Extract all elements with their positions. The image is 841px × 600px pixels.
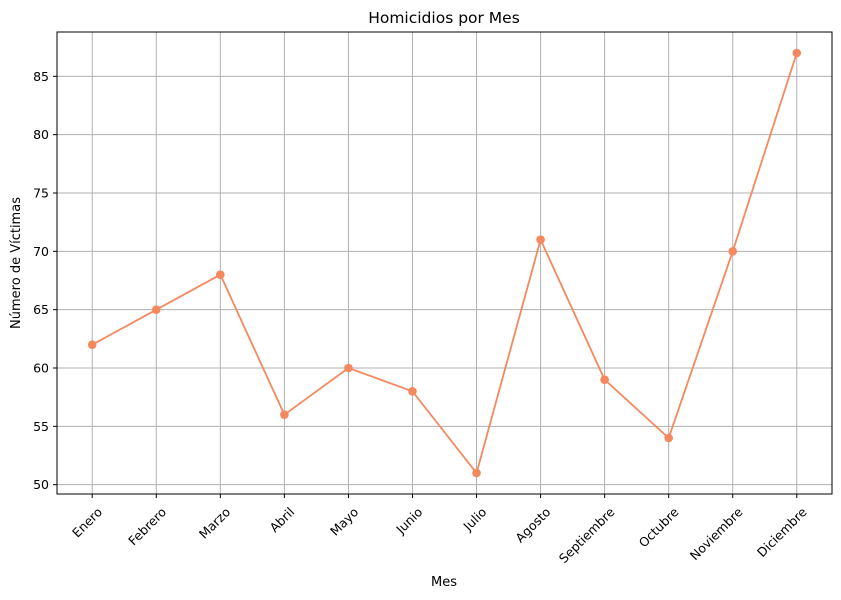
plot-area-frame <box>56 31 833 495</box>
series-layer <box>87 48 802 478</box>
data-point <box>344 363 353 373</box>
chart-title: Homicidios por Mes <box>368 9 520 27</box>
series-line <box>91 52 798 475</box>
data-point <box>280 410 289 419</box>
data-point <box>536 235 545 244</box>
y-tick-label: 85 <box>33 69 49 84</box>
x-tick-label: Diciembre <box>754 504 810 560</box>
x-tick-label: Junio <box>392 504 425 537</box>
data-point <box>151 305 161 314</box>
data-point <box>664 433 673 443</box>
x-tick-label: Agosto <box>512 504 553 545</box>
y-tick-label: 75 <box>33 186 49 201</box>
x-tick-label: Abril <box>266 504 297 535</box>
y-tick-label: 55 <box>33 419 49 434</box>
y-tick-label: 70 <box>33 244 49 259</box>
data-point <box>600 375 609 384</box>
data-point <box>728 247 738 256</box>
y-tick-label: 65 <box>33 302 49 317</box>
y-tick-label: 60 <box>33 361 49 376</box>
x-axis-title: Mes <box>431 575 457 590</box>
data-point <box>216 270 225 279</box>
y-axis: 50 55 60 65 70 75 80 85 <box>33 69 57 492</box>
x-tick-label: Marzo <box>196 504 233 541</box>
data-point <box>472 468 481 478</box>
y-tick-label: 50 <box>33 477 49 492</box>
x-axis: Enero Febrero Marzo Abril Mayo Junio Julio Agos… <box>69 494 810 566</box>
x-tick-label: Noviembre <box>687 504 746 563</box>
x-tick-label: Julio <box>460 504 490 534</box>
data-point <box>792 48 802 58</box>
grid <box>57 32 832 494</box>
x-tick-label: Enero <box>69 504 105 540</box>
data-point <box>408 387 417 396</box>
data-point <box>87 340 97 349</box>
y-tick-label: 80 <box>33 127 49 142</box>
y-axis-title: Número de Víctimas <box>9 197 24 329</box>
x-tick-label: Septiembre <box>556 504 618 566</box>
x-tick-label: Febrero <box>125 504 169 548</box>
x-tick-label: Octubre <box>636 504 682 550</box>
x-tick-label: Mayo <box>327 504 361 538</box>
